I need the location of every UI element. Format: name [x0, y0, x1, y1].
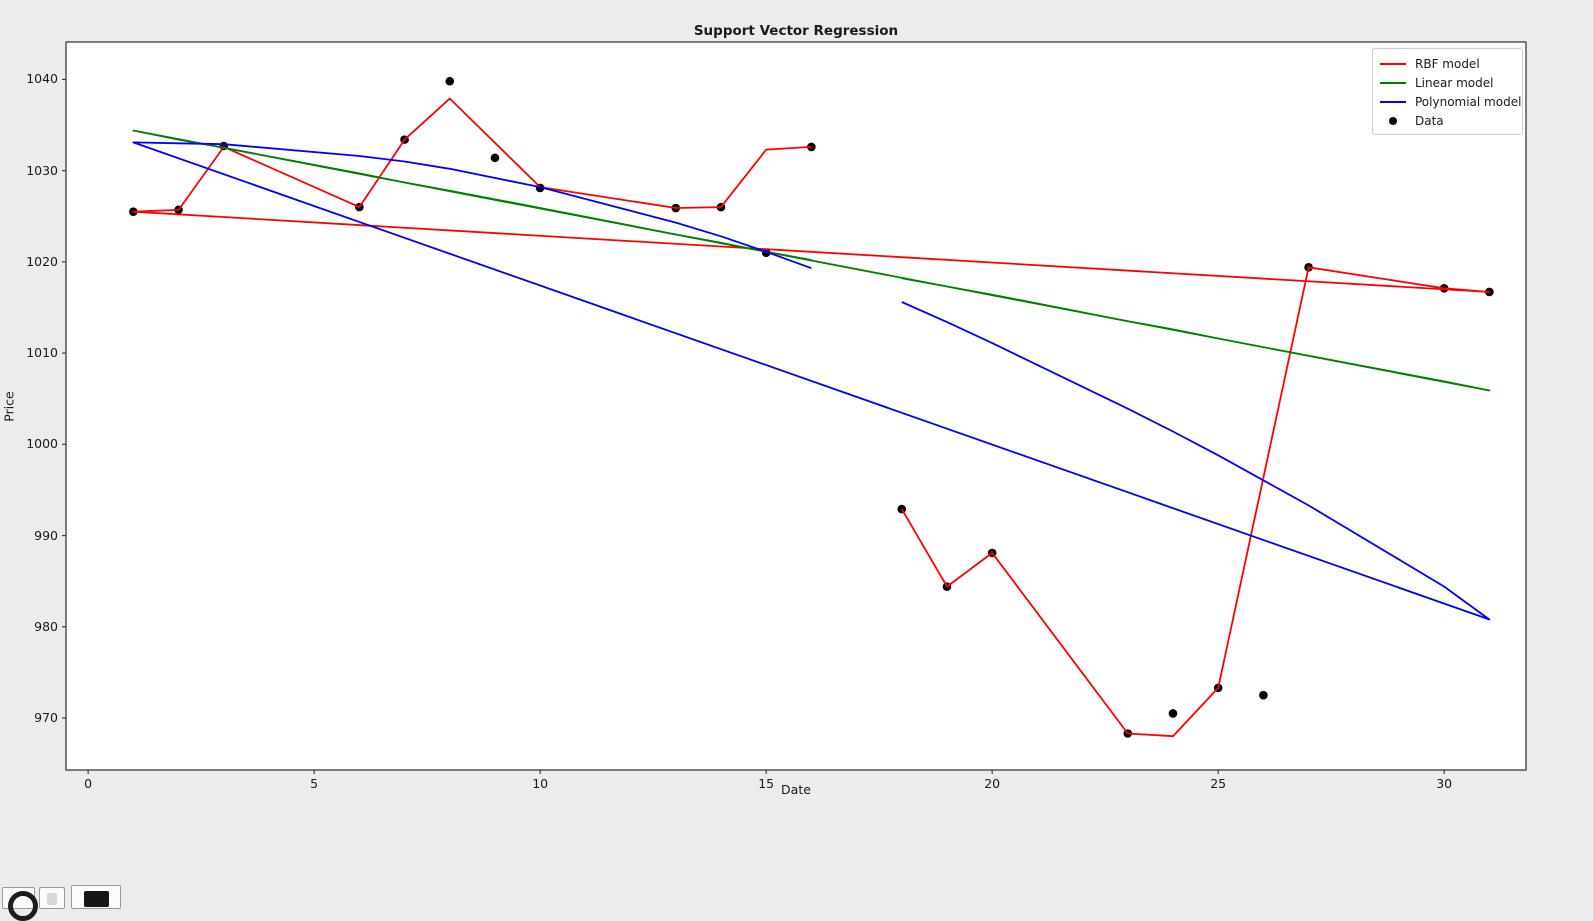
- series-linear-model: [132, 129, 1491, 392]
- legend-entry: Linear model: [1380, 73, 1514, 92]
- x-tick-label: 0: [84, 776, 93, 791]
- x-axis-label: Date: [781, 782, 811, 797]
- plot-area: [65, 41, 1527, 771]
- y-tick-label: 1010: [26, 345, 58, 361]
- chart-title: Support Vector Regression: [693, 23, 899, 39]
- legend-line-marker: [1380, 100, 1406, 103]
- circle-app-icon: [8, 891, 38, 921]
- legend-line-marker: [1380, 62, 1406, 65]
- x-tick-label: 5: [310, 776, 319, 791]
- x-tick-label: 10: [532, 776, 549, 791]
- legend-entry: RBF model: [1380, 54, 1514, 73]
- line-icon: [1380, 81, 1406, 84]
- data-point: [490, 153, 500, 163]
- dot-icon: [1389, 116, 1397, 125]
- blank-app-icon: [47, 893, 57, 905]
- legend-label: Polynomial model: [1415, 94, 1522, 109]
- y-tick-label: 1040: [26, 71, 58, 87]
- dark-square-app-icon: [84, 891, 109, 907]
- legend-label: RBF model: [1415, 56, 1480, 71]
- series-rbf-model: [132, 97, 1491, 738]
- x-tick-label: 30: [1436, 776, 1453, 791]
- figure-canvas: Support Vector Regression Date Price 0 5 1…: [1, 23, 1527, 921]
- legend-line-marker: [1380, 81, 1406, 84]
- y-tick-label: 990: [34, 527, 58, 543]
- clipped-toolbar-button-blank[interactable]: [39, 887, 65, 909]
- line-icon: [1380, 100, 1406, 103]
- legend-dot-marker: [1380, 116, 1406, 125]
- data-point: [897, 504, 907, 514]
- x-tick-label: 15: [758, 776, 775, 791]
- y-tick-label: 1000: [26, 436, 58, 452]
- series-polynomial-model: [132, 141, 1491, 621]
- legend: RBF model Linear model Polynomial model Dat…: [1372, 48, 1523, 135]
- data-point: [1168, 709, 1178, 718]
- clipped-toolbar-button-square[interactable]: [71, 885, 121, 909]
- legend-label: Linear model: [1415, 75, 1494, 90]
- legend-label: Data: [1415, 113, 1444, 128]
- x-tick-label: 20: [984, 776, 1001, 791]
- line-icon: [1380, 62, 1406, 65]
- x-tick-label: 25: [1210, 776, 1227, 791]
- legend-entry: Polynomial model: [1380, 92, 1521, 111]
- data-point: [1259, 690, 1268, 700]
- data-point: [445, 76, 455, 86]
- y-tick-label: 1020: [26, 253, 58, 269]
- y-axis-label: Price: [1, 391, 17, 422]
- y-tick-label: 1030: [26, 162, 58, 178]
- y-tick-label: 980: [34, 618, 58, 634]
- clipped-toolbar-button-circle[interactable]: [2, 887, 38, 921]
- y-tick-label: 970: [34, 710, 58, 725]
- legend-entry: Data: [1380, 111, 1514, 130]
- plot-svg: [62, 41, 1527, 774]
